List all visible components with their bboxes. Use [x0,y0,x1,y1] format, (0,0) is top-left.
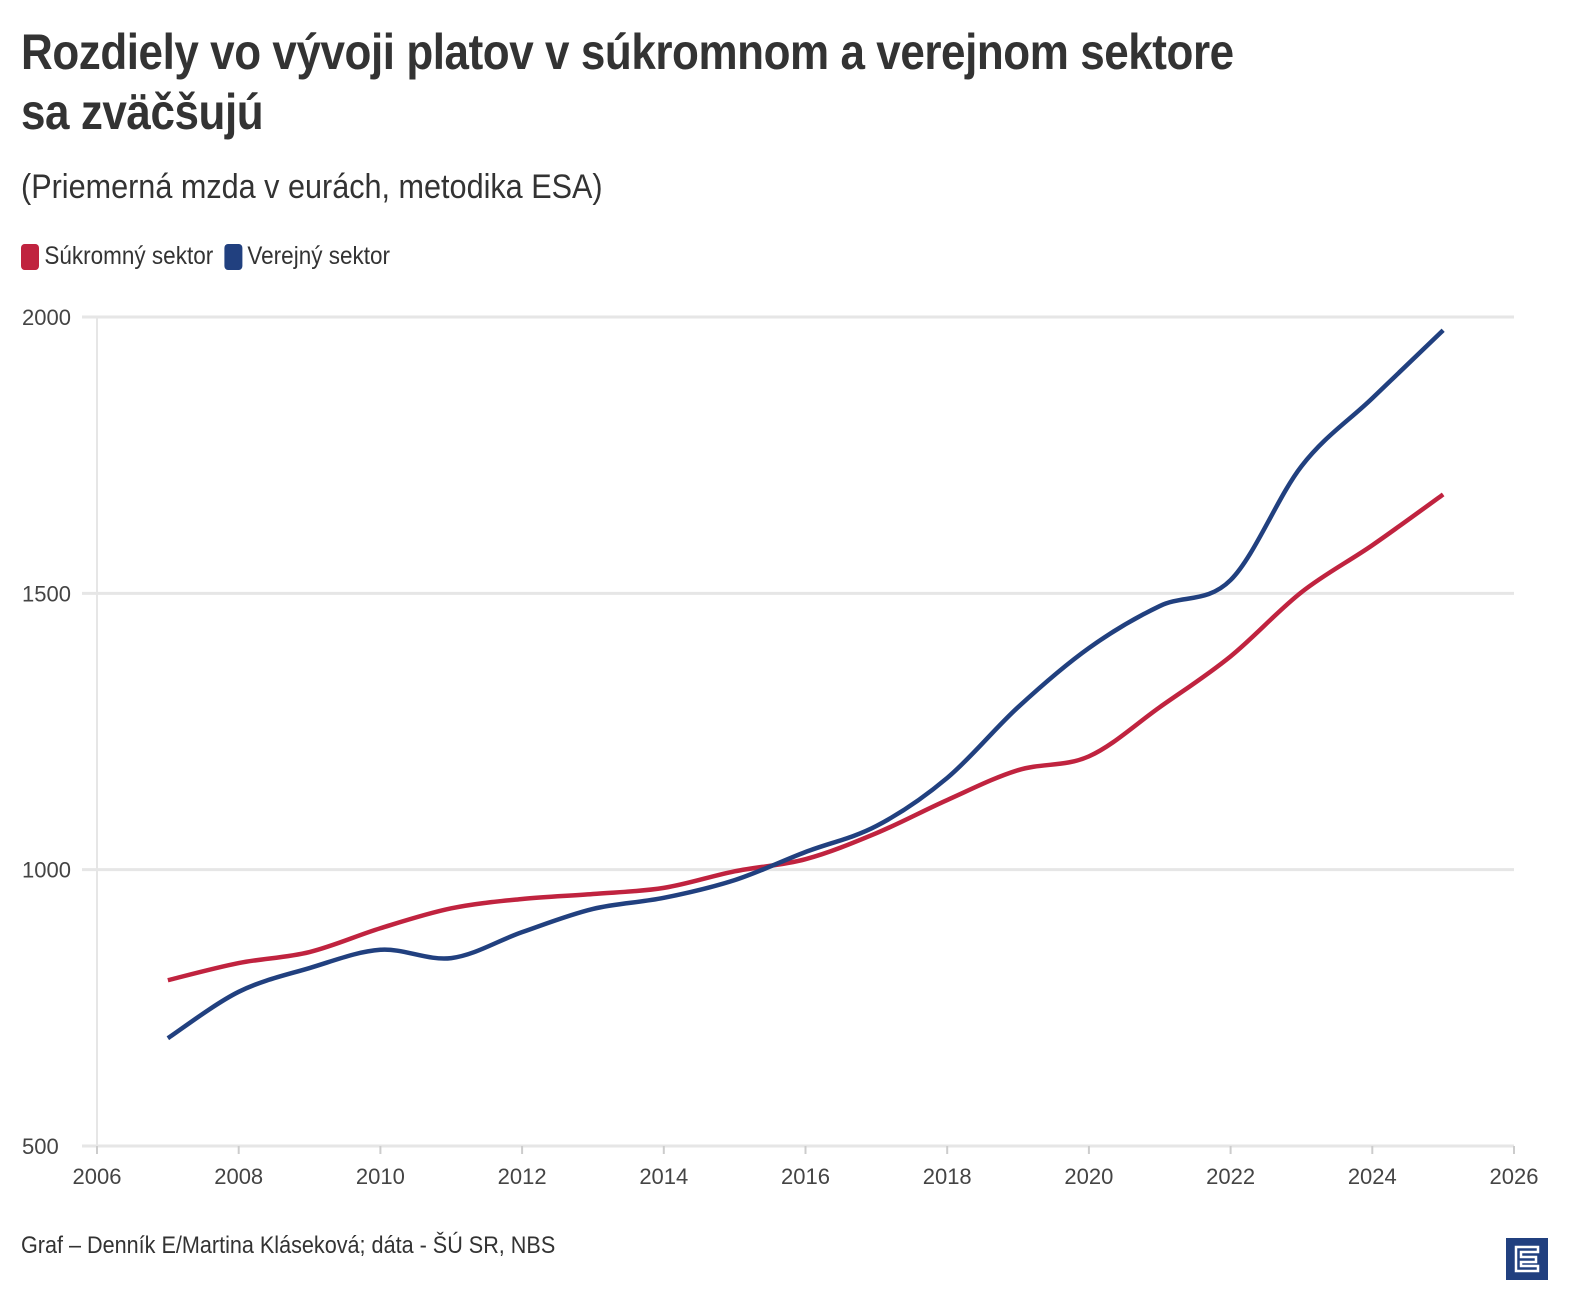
x-tick-label: 2018 [923,1164,972,1189]
legend-swatch-public [224,243,243,270]
chart-subtitle: (Priemerná mzda v eurách, metodika ESA) [21,168,603,206]
x-tick-label: 2024 [1348,1164,1397,1189]
y-tick-label: 1500 [22,581,71,606]
denník-e-logo [1506,1238,1548,1280]
legend-label-public: Verejný sektor [247,242,390,270]
x-tick-label: 2026 [1490,1164,1539,1189]
source-note: Graf – Denník E/Martina Kláseková; dáta … [21,1232,556,1259]
legend-label-private: Súkromný sektor [44,242,214,270]
x-tick-label: 2022 [1206,1164,1255,1189]
y-tick-label: 1000 [22,858,71,883]
series-line-public [166,328,1445,1041]
x-tick-label: 2012 [498,1164,547,1189]
y-tick-label: 2000 [22,305,71,330]
logo-e-icon [1514,1245,1540,1273]
series-line-private [167,492,1445,983]
chart-title: Rozdiely vo vývoji platov v súkromnom a … [21,24,1234,140]
y-tick-label: 500 [22,1134,59,1159]
x-tick-label: 2016 [781,1164,830,1189]
legend-swatch-private [21,243,39,270]
legend: Súkromný sektor Verejný sektor [21,242,390,271]
x-tick-label: 2006 [73,1164,122,1189]
x-tick-label: 2010 [356,1164,405,1189]
legend-item-private[interactable]: Súkromný sektor [21,242,213,271]
x-tick-label: 2008 [214,1164,263,1189]
legend-item-public[interactable]: Verejný sektor [224,242,390,271]
x-tick-label: 2020 [1064,1164,1113,1189]
x-tick-label: 2014 [639,1164,688,1189]
